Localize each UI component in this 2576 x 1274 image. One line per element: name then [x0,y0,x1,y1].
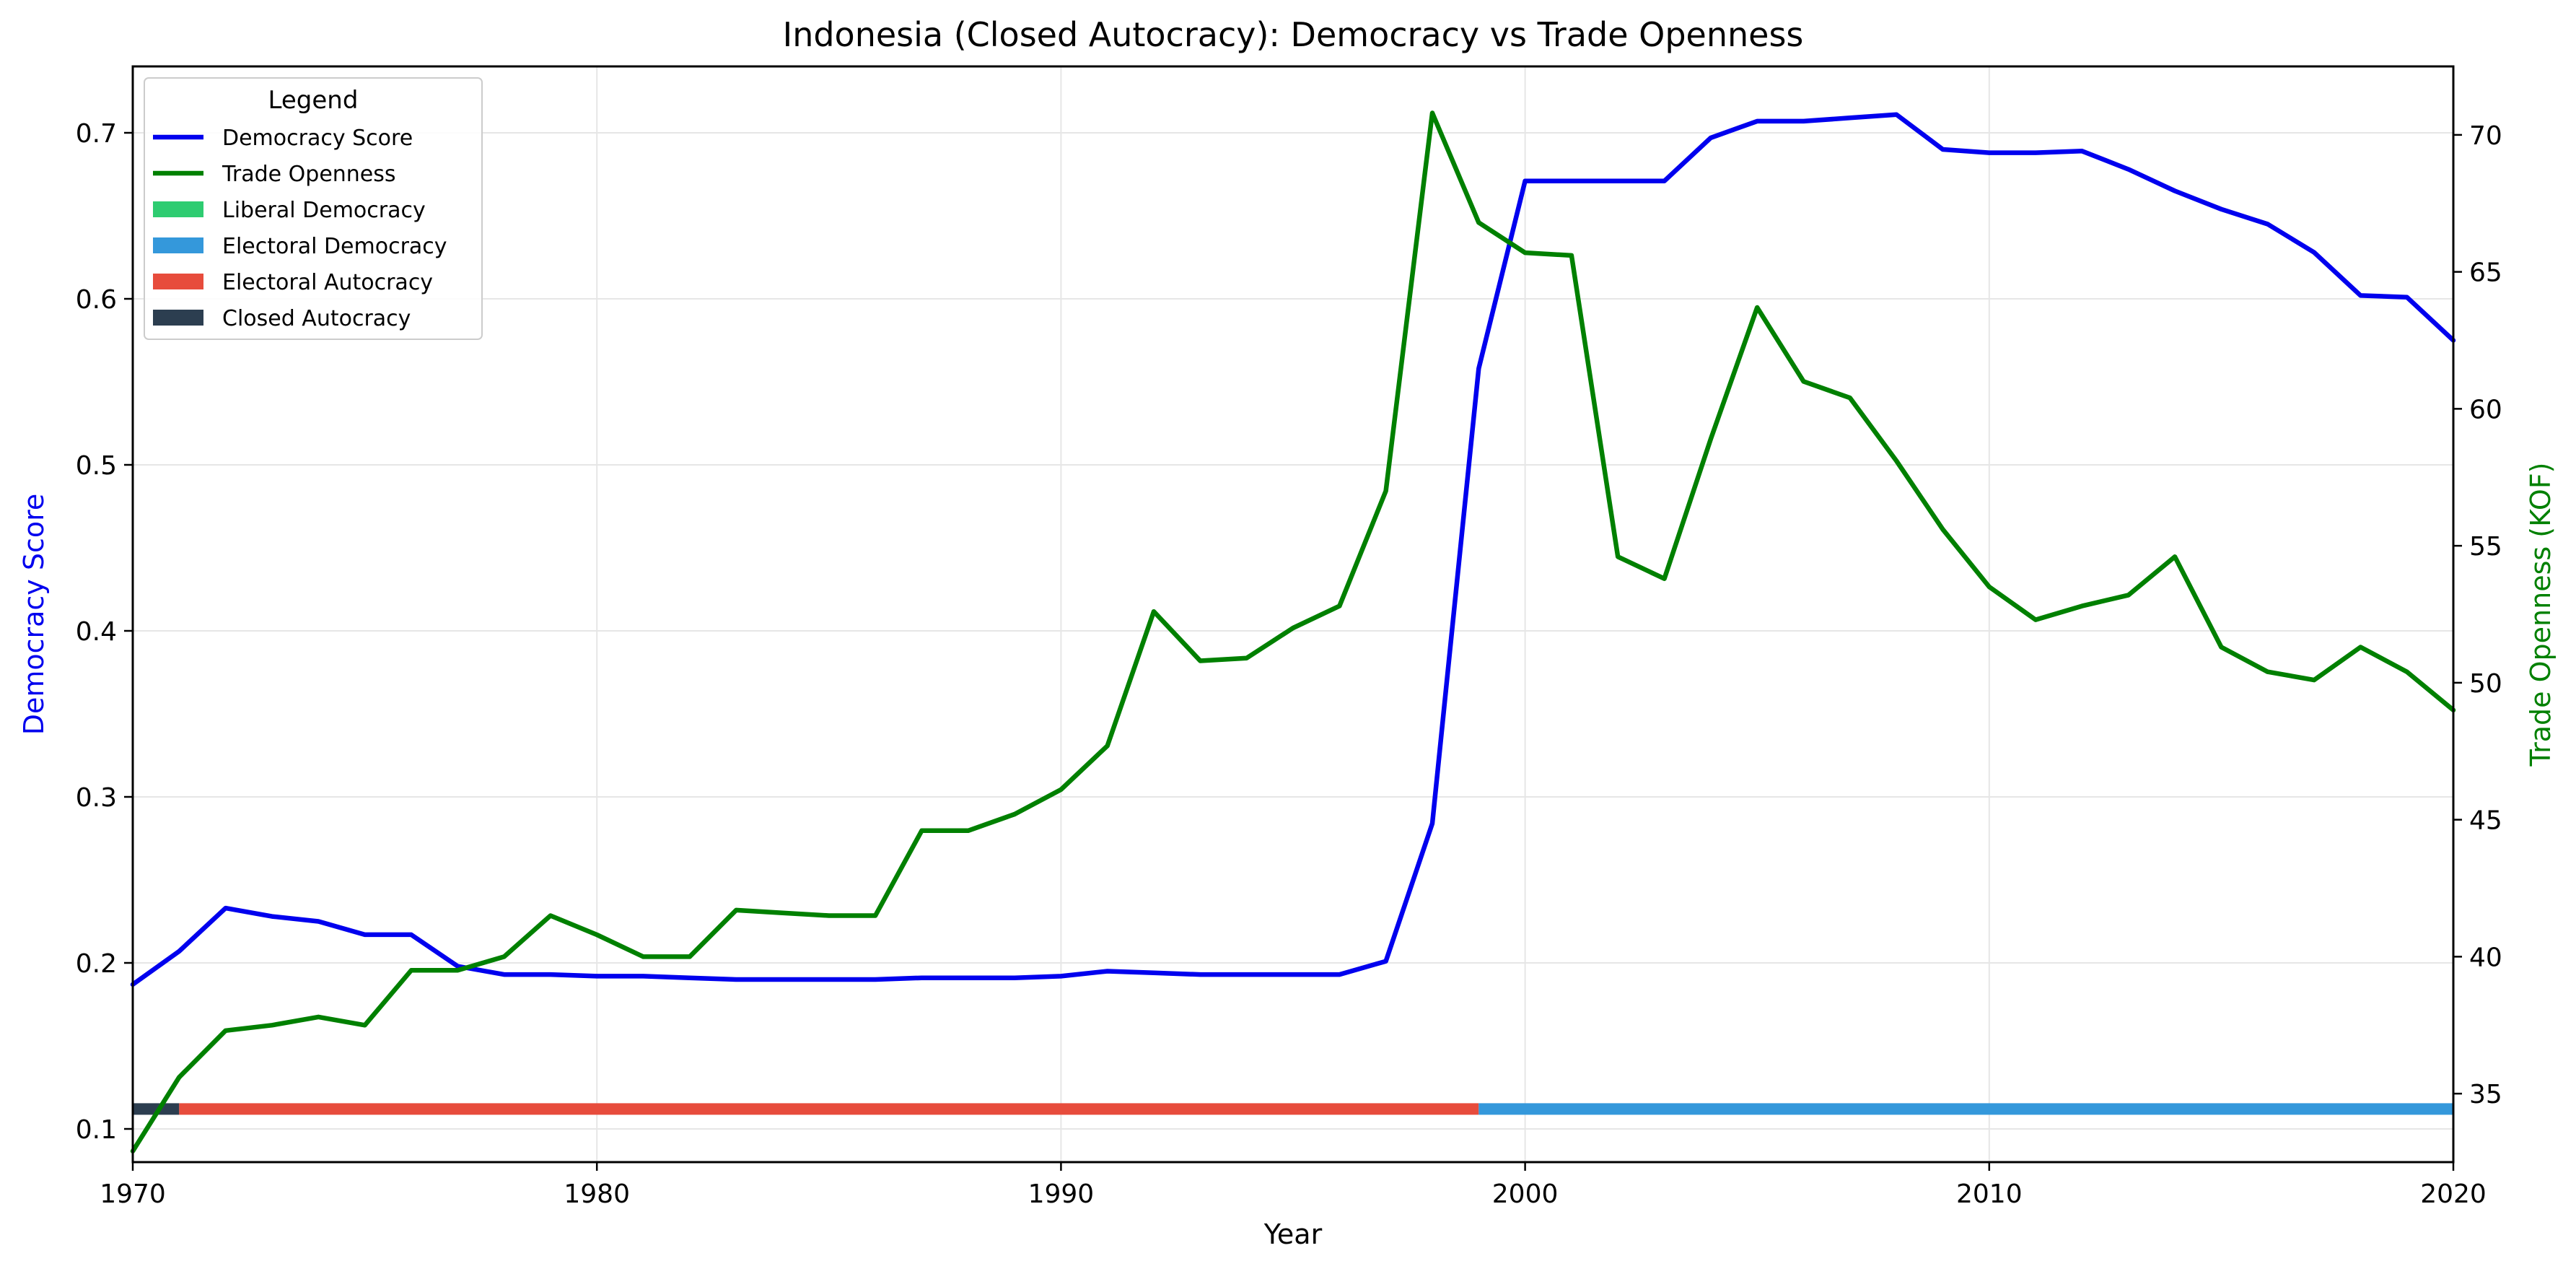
y-left-tick-label: 0.7 [76,119,117,149]
legend-entry-label: Closed Autocracy [222,306,411,331]
x-tick-label: 2010 [1956,1179,2023,1209]
y-left-tick-label: 0.6 [76,285,117,315]
regime-bar [133,1103,2453,1115]
right-y-axis-label: Trade Openness (KOF) [2525,462,2557,767]
regime-segment [179,1103,1479,1115]
y-right-tick-label: 70 [2469,121,2502,151]
y-right-tick-label: 65 [2469,258,2502,288]
series-line [130,110,2456,1154]
y-left-tick-label: 0.2 [76,949,117,979]
regime-segment [1478,1103,2453,1115]
legend-entry-label: Electoral Autocracy [222,270,433,295]
y-left-tick-label: 0.1 [76,1115,117,1145]
legend-entry-label: Trade Openness [222,162,396,187]
left-y-axis: 0.1 0.2 0.3 0.4 0.5 0.6 0.7 [76,119,133,1145]
legend-box [144,77,483,340]
legend-entries: Democracy Score Trade Openness Liberal Dem… [153,126,447,331]
legend-entry-label: Democracy Score [222,126,413,151]
x-tick-label: 2020 [2420,1179,2487,1209]
regime-segment [133,1103,180,1115]
chart-title: Indonesia (Closed Autocracy): Democracy … [783,15,1804,54]
series-line [130,112,2456,987]
y-right-tick-label: 40 [2469,943,2502,972]
y-right-tick-label: 60 [2469,395,2502,424]
x-tick-label: 1980 [564,1179,630,1209]
right-y-axis: 35 40 45 50 55 60 65 70 [2453,121,2502,1109]
legend-patch-swatch [153,310,203,326]
legend-patch-swatch [153,274,203,289]
legend-entry-label: Electoral Democracy [222,234,447,259]
legend-patch-swatch [153,201,203,217]
legend-title: Legend [268,86,359,115]
legend-patch-swatch [153,237,203,253]
y-right-tick-label: 55 [2469,532,2502,562]
x-tick-label: 1970 [100,1179,166,1209]
y-right-tick-label: 50 [2469,669,2502,699]
series-lines [130,110,2456,1154]
y-right-tick-label: 45 [2469,806,2502,836]
x-axis: 1970 1980 1990 2000 2010 2020 [100,1162,2487,1209]
y-right-tick-label: 35 [2469,1080,2502,1109]
x-tick-label: 2000 [1492,1179,1559,1209]
grid-lines [132,66,2454,1162]
x-tick-label: 1990 [1028,1179,1095,1209]
legend: Legend Democracy Score Trade Openness Libe… [144,77,483,340]
y-left-tick-label: 0.3 [76,783,117,813]
left-y-axis-label: Democracy Score [18,494,50,736]
y-left-tick-label: 0.5 [76,451,117,481]
y-left-tick-label: 0.4 [76,617,117,647]
legend-entry-label: Liberal Democracy [222,198,426,223]
plot-frame [131,65,2455,1164]
x-axis-label: Year [1263,1218,1323,1250]
